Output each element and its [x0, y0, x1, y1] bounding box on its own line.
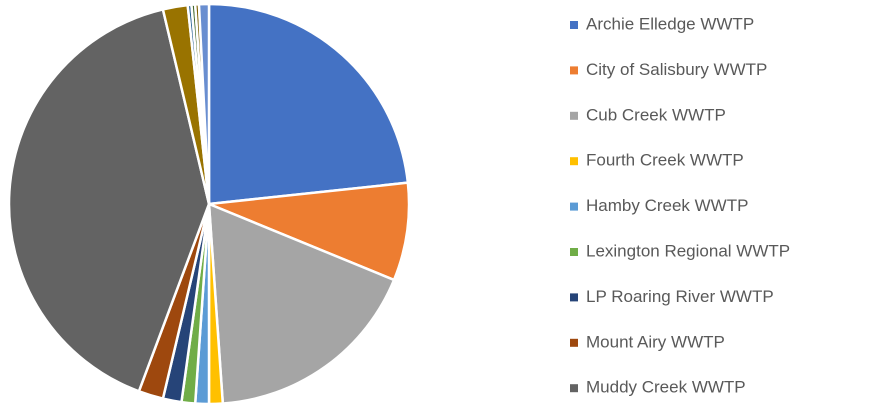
pie-slice — [208, 181, 411, 282]
legend-swatch — [570, 66, 578, 75]
legend-swatch — [570, 248, 578, 256]
legend-label: Archie Elledge WWTP — [586, 14, 754, 33]
legend-label: City of Salisbury WWTP — [586, 60, 767, 79]
pie-slice — [7, 7, 211, 393]
legend-swatch — [570, 157, 578, 166]
pie-slice — [197, 2, 211, 205]
legend-swatch — [570, 338, 578, 347]
legend-label: LP Roaring River WWTP — [586, 287, 774, 306]
legend-label: Fourth Creek WWTP — [586, 151, 744, 170]
pie-slice — [207, 2, 410, 206]
pie-slice — [207, 202, 396, 405]
legend-label: Muddy Creek WWTP — [586, 378, 746, 397]
legend-swatch — [570, 293, 578, 302]
legend-label: Cub Creek WWTP — [586, 105, 726, 124]
legend-swatch — [570, 384, 578, 393]
legend-swatch — [570, 111, 578, 120]
legend-label: Lexington Regional WWTP — [586, 241, 790, 260]
legend-swatch — [570, 202, 578, 211]
legend-label: Hamby Creek WWTP — [586, 196, 748, 215]
legend-label: Mount Airy WWTP — [586, 332, 725, 351]
legend-swatch — [570, 21, 578, 29]
